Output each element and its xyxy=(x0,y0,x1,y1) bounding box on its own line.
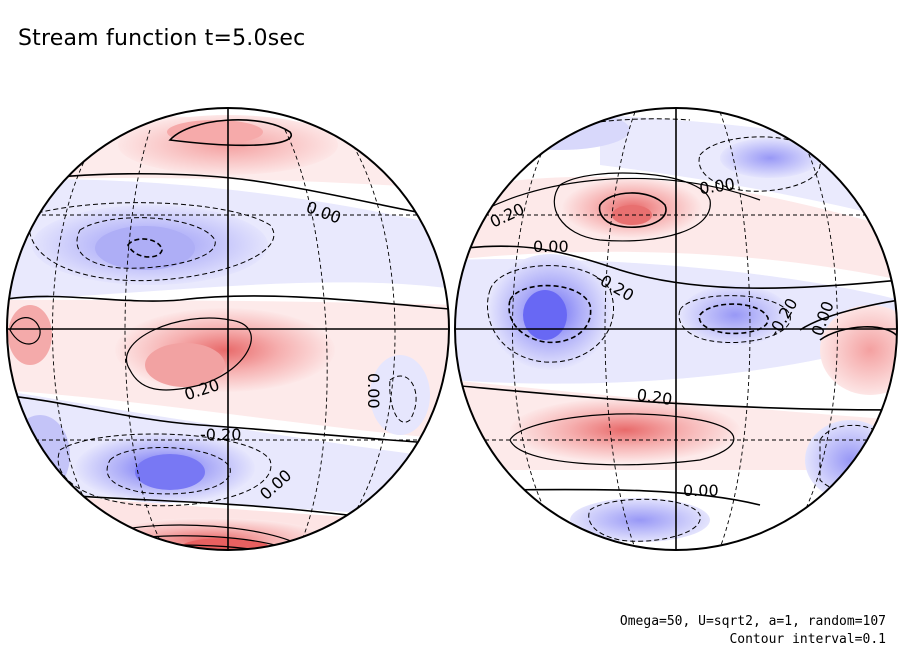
left-label-3: -0.20 xyxy=(200,425,241,444)
right-south-high xyxy=(510,398,740,462)
footer-contour-interval: Contour interval=0.1 xyxy=(729,632,886,647)
right-label-1: 0.00 xyxy=(698,174,736,198)
footer-params: Omega=50, U=sqrt2, a=1, random=107 xyxy=(619,614,886,629)
right-globe: 0.00 0.20 0.00 -0.20 -0.20 0.00 0.20 0.0… xyxy=(454,107,898,551)
right-globe-outline xyxy=(454,107,898,551)
right-south-low xyxy=(570,498,710,542)
right-northeast-low xyxy=(720,138,820,178)
right-label-7: 0.20 xyxy=(636,385,674,409)
left-negative-contours xyxy=(7,202,417,507)
right-southeast-low xyxy=(805,420,895,500)
figure-title: Stream function t=5.0sec xyxy=(18,26,306,51)
left-globe-outline xyxy=(6,107,450,551)
left-label-5: 0.00 xyxy=(364,373,383,409)
right-label-3: 0.00 xyxy=(533,237,569,256)
left-globe: 0.00 0.20 -0.20 0.00 0.00 xyxy=(6,107,450,551)
right-central-low xyxy=(680,285,790,345)
right-label-8: 0.00 xyxy=(683,481,719,500)
left-graticule xyxy=(7,129,449,546)
left-equatorial-high xyxy=(115,308,335,392)
left-west-high xyxy=(8,305,52,365)
